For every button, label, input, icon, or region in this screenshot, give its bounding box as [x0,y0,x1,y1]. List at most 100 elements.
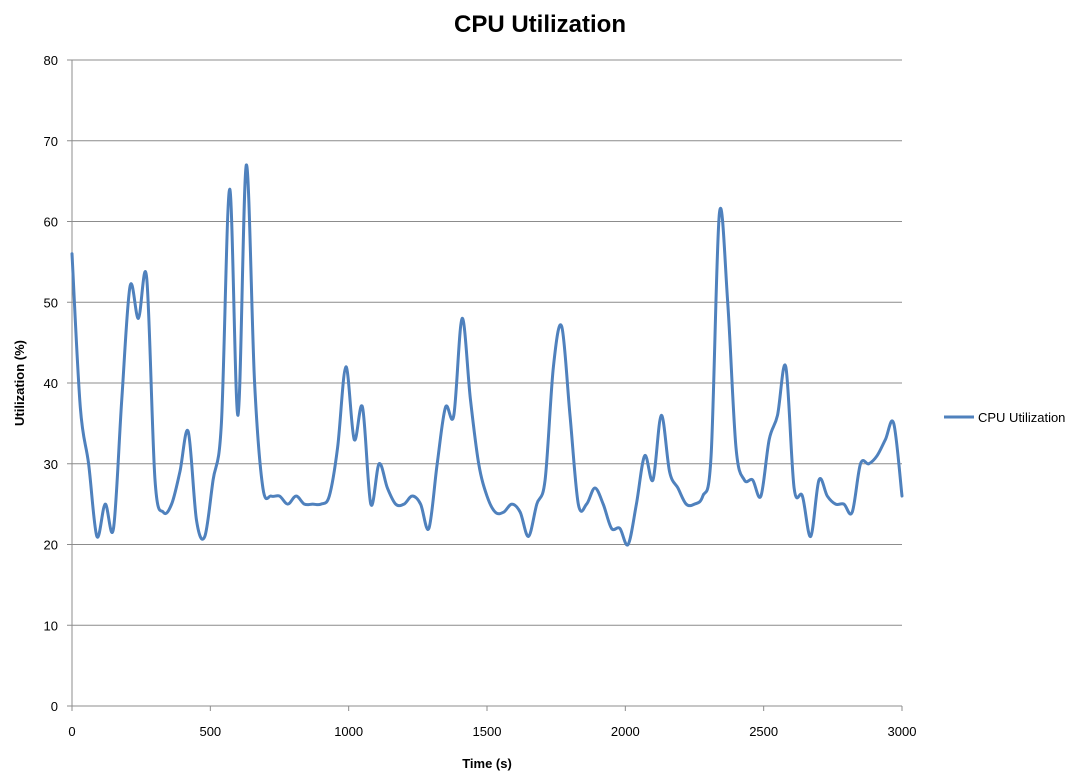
y-tick-label: 20 [44,538,58,553]
data-point [834,503,837,506]
y-tick-labels: 0 10 20 30 40 50 60 70 80 [44,53,72,714]
data-point [842,503,845,506]
data-point [535,503,538,506]
data-point [112,527,115,530]
data-point [336,446,339,449]
data-point [519,511,522,514]
data-point [220,422,223,425]
x-axis-label: Time (s) [462,756,512,771]
x-tick-labels: 0 500 1000 1500 2000 2500 3000 [68,706,916,739]
data-point [137,317,140,320]
y-tick-label: 70 [44,134,58,149]
data-point [510,503,513,506]
data-point [212,478,215,481]
series-line-cpu-utilization [70,163,904,547]
data-point [544,478,547,481]
data-point [735,446,738,449]
data-point [618,527,621,530]
data-point [751,478,754,481]
data-point [162,511,165,514]
y-tick-label: 60 [44,215,58,230]
data-point [378,462,381,465]
data-point [876,454,879,457]
data-point [635,503,638,506]
data-point [676,486,679,489]
data-point [602,503,605,506]
data-point [494,511,497,514]
data-point [436,462,439,465]
data-point [851,511,854,514]
chart-title: CPU Utilization [454,11,626,38]
data-point [585,503,588,506]
data-point [386,486,389,489]
data-point [652,478,655,481]
data-point [403,503,406,506]
data-point [270,495,273,498]
data-point [261,486,264,489]
data-point [427,527,430,530]
data-point [901,495,904,498]
data-point [452,414,455,417]
data-point [710,454,713,457]
data-point [527,535,530,538]
data-point [884,438,887,441]
data-point [867,462,870,465]
data-point [129,285,132,288]
data-point [593,486,596,489]
data-point [502,511,505,514]
y-tick-label: 50 [44,295,58,310]
data-point [444,406,447,409]
data-point [784,365,787,368]
data-point [245,163,248,166]
data-point [610,527,613,530]
data-point [486,495,489,498]
data-point [627,543,630,546]
data-point [643,454,646,457]
data-point [394,503,397,506]
y-tick-label: 0 [51,699,58,714]
data-point [419,503,422,506]
y-axis-label: Utilization (%) [12,340,27,426]
data-point [237,414,240,417]
gridlines [72,59,902,626]
data-point [320,503,323,506]
x-tick-label: 1000 [334,724,363,739]
data-point [577,503,580,506]
data-point [693,503,696,506]
data-point [187,430,190,433]
data-point [79,406,82,409]
data-point [461,317,464,320]
data-point [801,495,804,498]
data-point [892,422,895,425]
data-point [718,212,721,215]
data-point [809,535,812,538]
data-point [145,277,148,280]
data-point [328,495,331,498]
data-point [120,398,123,401]
legend: CPU Utilization [944,410,1065,425]
y-tick-label: 40 [44,376,58,391]
data-point [178,470,181,473]
data-point [361,406,364,409]
data-point [469,398,472,401]
data-point [569,414,572,417]
series-layer [70,163,904,547]
data-point [303,503,306,506]
data-point [95,535,98,538]
data-point [170,503,173,506]
x-tick-label: 1500 [473,724,502,739]
data-point [701,495,704,498]
data-point [552,365,555,368]
data-point [286,503,289,506]
data-point [477,462,480,465]
x-tick-label: 3000 [888,724,917,739]
data-point [369,503,372,506]
data-point [685,503,688,506]
data-point [71,252,74,255]
data-point [344,365,347,368]
data-point [253,382,256,385]
data-point [411,495,414,498]
y-tick-label: 30 [44,457,58,472]
